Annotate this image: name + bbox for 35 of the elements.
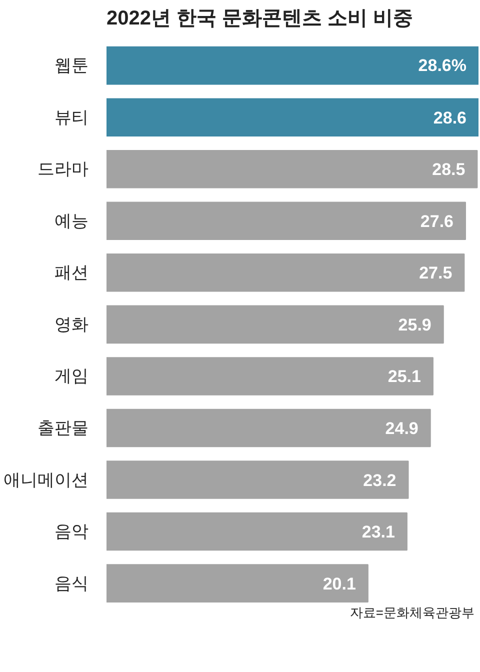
bar xyxy=(106,98,478,136)
y-tick-label: 드라마 xyxy=(38,160,88,179)
bar xyxy=(106,305,444,344)
y-tick-label: 음식 xyxy=(54,574,88,593)
data-label: 27.5 xyxy=(419,264,452,283)
bar xyxy=(106,150,478,188)
bar xyxy=(106,357,434,396)
y-tick-label: 패션 xyxy=(54,263,88,282)
bar xyxy=(106,512,408,551)
y-tick-label: 출판물 xyxy=(38,418,88,438)
chart-title: 2022년 한국 문화콘텐츠 소비 비중 xyxy=(106,8,414,30)
y-tick-label: 음악 xyxy=(54,522,88,542)
data-label: 24.9 xyxy=(385,418,418,438)
data-label: 28.6 xyxy=(433,108,467,128)
y-tick-label: 영화 xyxy=(54,314,88,334)
bar xyxy=(106,408,431,448)
bar xyxy=(106,564,368,602)
data-label: 25.9 xyxy=(398,315,432,334)
data-label: 28.5 xyxy=(432,160,466,180)
data-label: 20.1 xyxy=(322,574,356,594)
bar xyxy=(106,254,465,292)
bar xyxy=(106,46,478,85)
data-label: 28.6% xyxy=(418,56,466,76)
data-label: 25.1 xyxy=(388,367,421,386)
bar xyxy=(106,460,409,499)
y-tick-label: 애니메이션 xyxy=(4,470,88,490)
data-label: 27.6 xyxy=(420,212,454,231)
y-tick-label: 예능 xyxy=(54,211,88,230)
data-label: 23.1 xyxy=(362,522,395,542)
bar xyxy=(106,202,466,240)
y-tick-label: 웹툰 xyxy=(54,56,88,76)
data-label: 23.2 xyxy=(363,470,396,490)
y-tick-label: 뷰티 xyxy=(54,108,88,127)
annotation: 자료=문화체육관광부 xyxy=(350,605,474,620)
y-tick-label: 게임 xyxy=(54,366,88,386)
